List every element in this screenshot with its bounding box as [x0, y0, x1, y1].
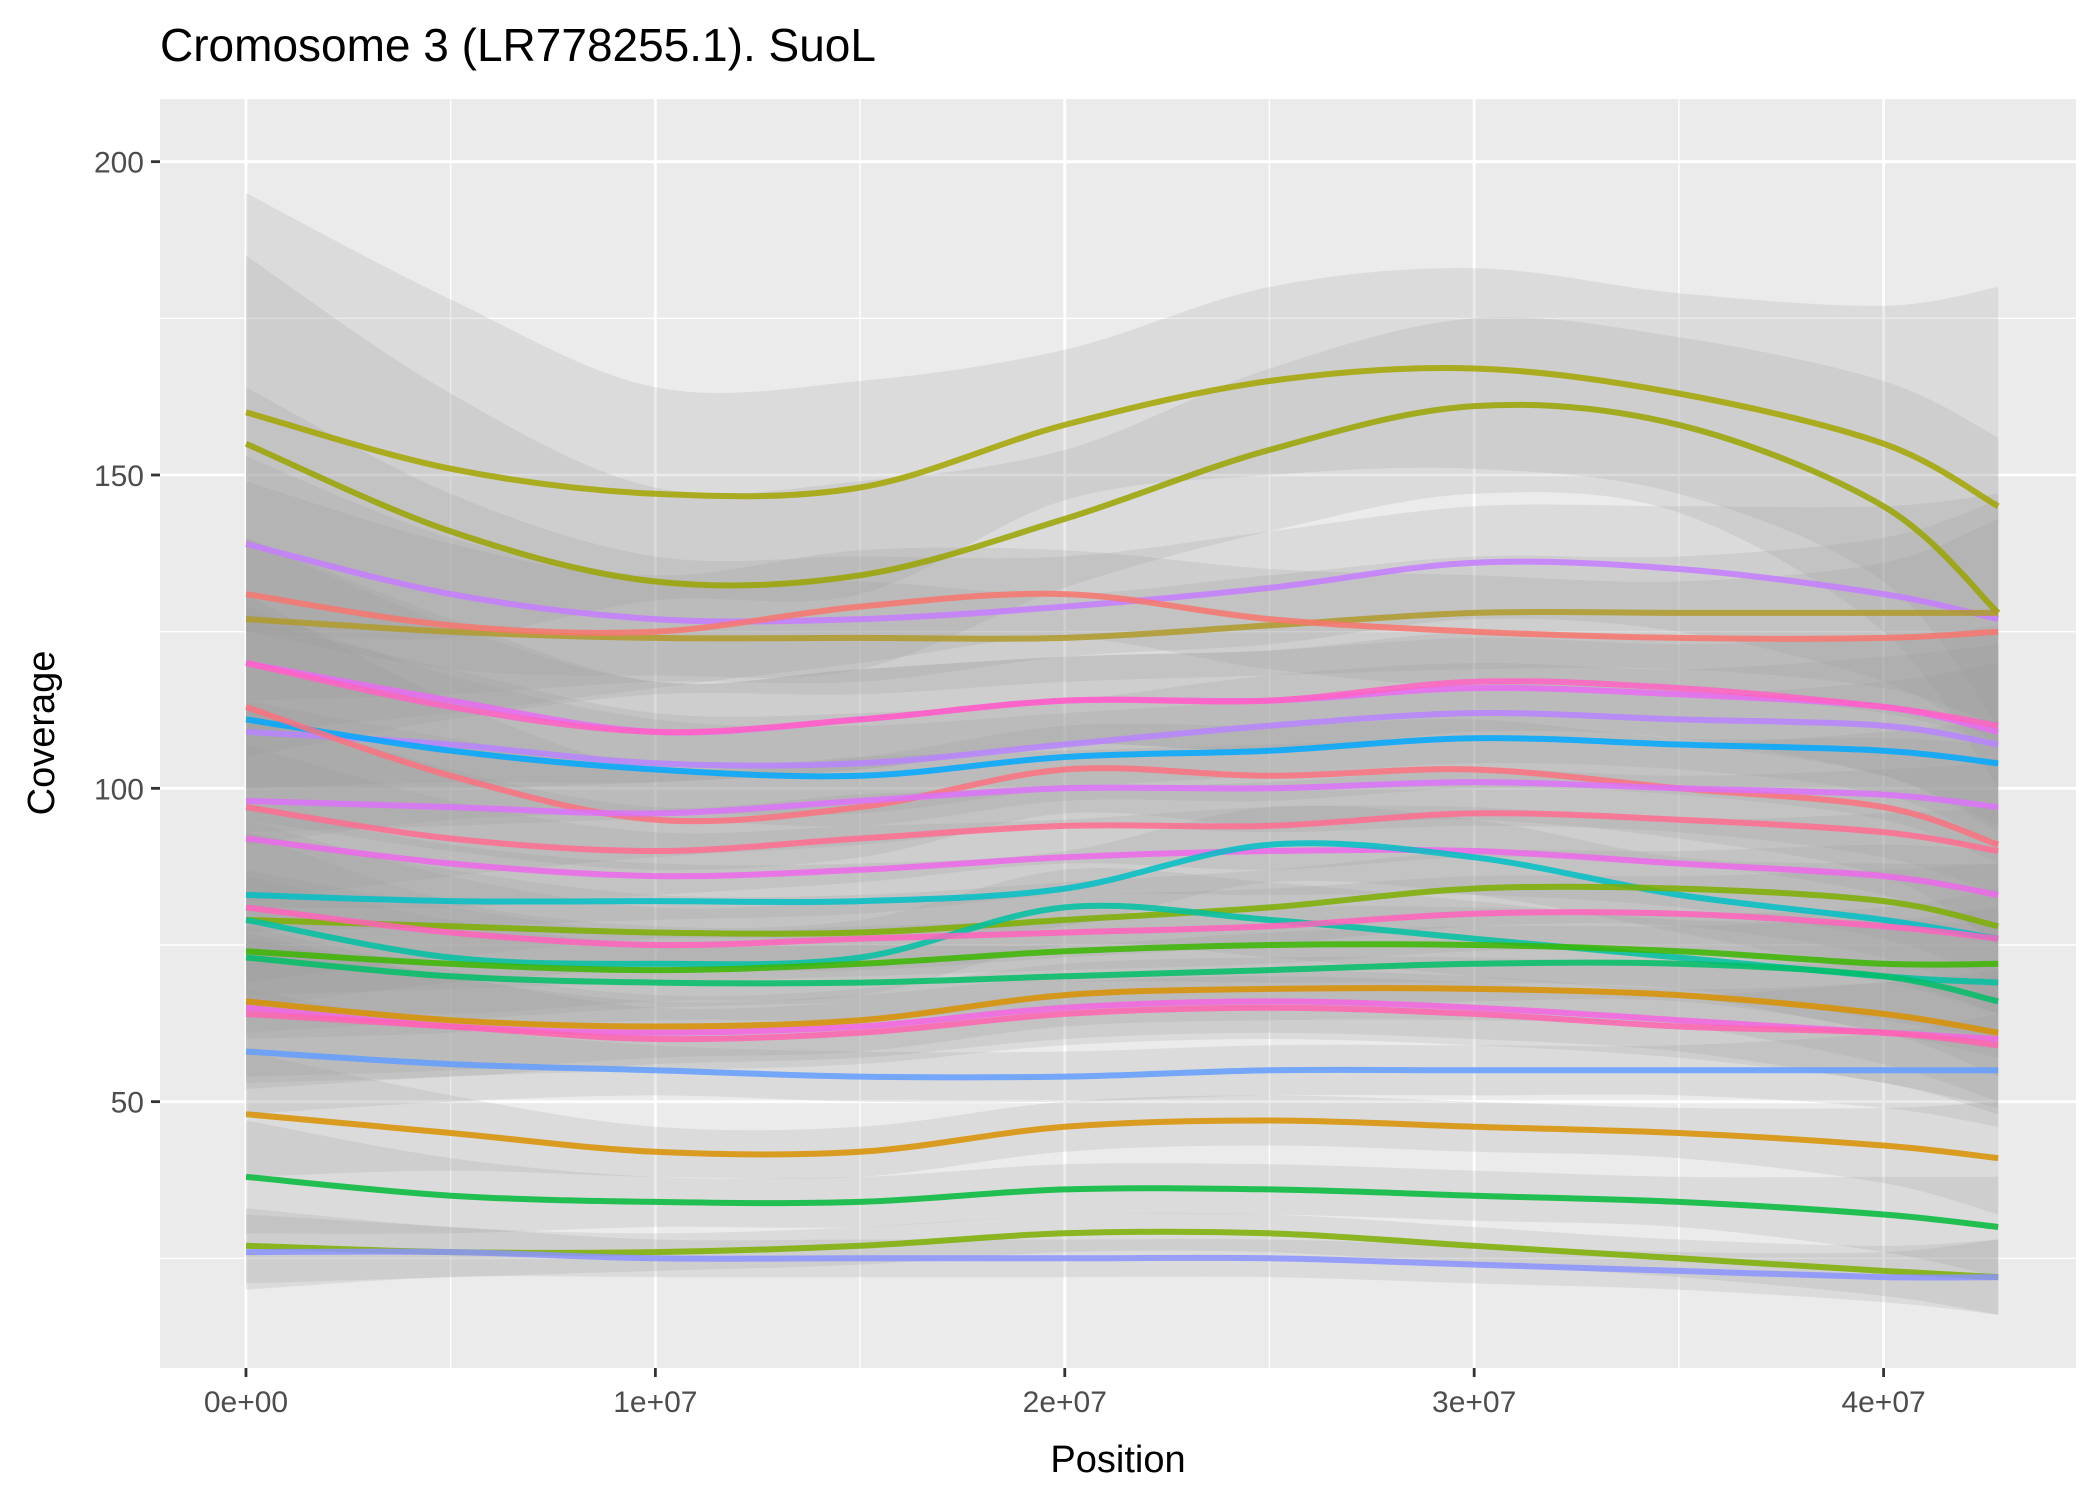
x-tick-label: 3e+07 [1432, 1386, 1516, 1419]
series-line [245, 1004, 1999, 1049]
confidence-band [246, 932, 1999, 1108]
series-line [245, 365, 2000, 509]
series-line [245, 1248, 1999, 1281]
y-axis: 50 100 150 200 [94, 147, 160, 1120]
series-line [245, 883, 1999, 937]
series-line [245, 954, 1999, 1005]
series-line [245, 835, 1999, 898]
confidence-band [246, 606, 1999, 864]
confidence-band [246, 537, 1999, 833]
series-line [245, 779, 1999, 817]
confidence-band [246, 387, 1999, 745]
series-line [245, 985, 1999, 1036]
confidence-band [246, 926, 1999, 1102]
confidence-band [246, 255, 1999, 789]
series-line [244, 401, 2001, 616]
y-tick-label: 150 [94, 460, 144, 493]
confidence-band [246, 744, 1999, 983]
series-line [245, 660, 1999, 736]
confidence-band [246, 481, 1999, 757]
series-line [245, 1048, 1999, 1081]
confidence-band [246, 619, 1999, 845]
series-lines [244, 365, 2001, 1281]
x-tick-label: 2e+07 [1023, 1386, 1107, 1419]
y-tick-label: 200 [94, 147, 144, 180]
series-line [245, 608, 1999, 642]
series-line [245, 840, 1999, 942]
series-line [245, 709, 1999, 769]
x-axis-title: Position [1050, 1439, 1185, 1481]
x-tick-label: 1e+07 [613, 1386, 697, 1419]
y-tick-label: 50 [111, 1087, 144, 1120]
confidence-band [246, 537, 1999, 826]
confidence-band [246, 988, 1999, 1127]
series-line [245, 590, 1999, 642]
confidence-band [246, 193, 1999, 726]
confidence-band [246, 1051, 1999, 1215]
confidence-band [246, 1214, 1999, 1315]
series-line [245, 904, 1999, 949]
chart-title: Cromosome 3 (LR778255.1). SuoL [160, 19, 876, 71]
series-line [245, 941, 1999, 974]
confidence-band [246, 938, 1999, 1115]
y-axis-title: Coverage [21, 651, 63, 816]
x-axis: 0e+00 1e+07 2e+07 3e+07 4e+07 [204, 1368, 1926, 1419]
series-line [245, 716, 1999, 780]
series-line [245, 1111, 1999, 1162]
x-tick-label: 4e+07 [1841, 1386, 1925, 1419]
confidence-band [246, 1208, 1999, 1315]
series-line [245, 804, 1999, 855]
series-line [245, 1173, 1999, 1230]
series-line [245, 704, 2000, 848]
grid-minor [160, 99, 2076, 1368]
x-tick-label: 0e+00 [204, 1386, 288, 1419]
plot-panel [160, 99, 2076, 1368]
y-tick-label: 100 [94, 773, 144, 806]
confidence-band [246, 1120, 1999, 1278]
